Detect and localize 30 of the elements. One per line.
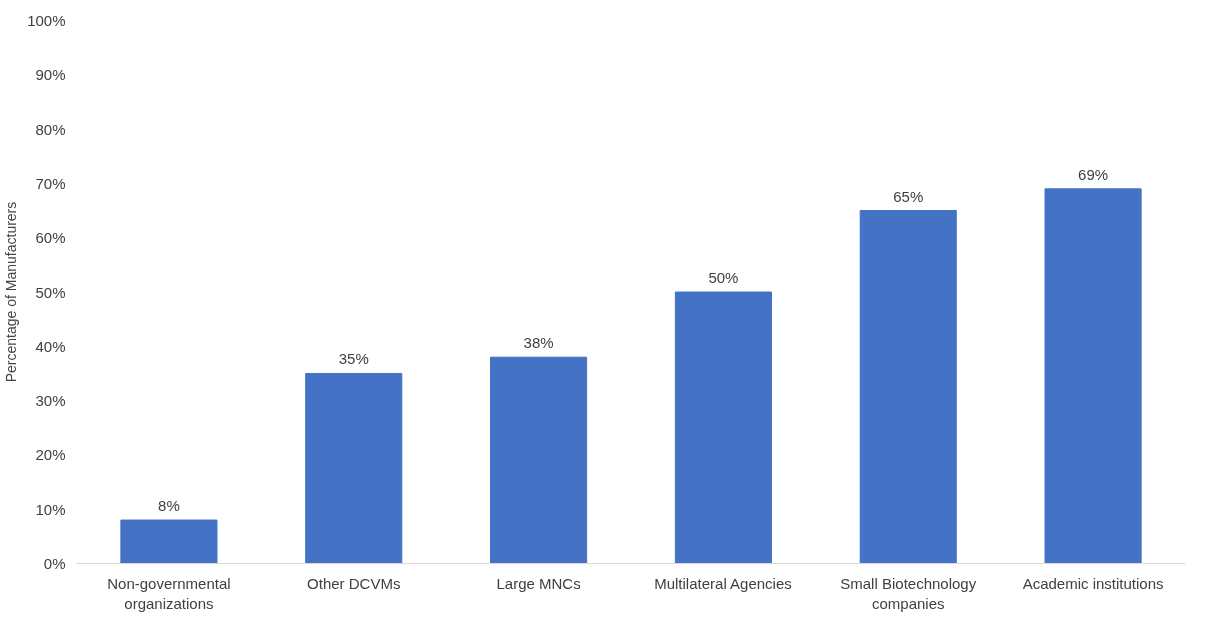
x-tick-label: Non-governmental organizations [107, 574, 231, 612]
data-label: 38% [523, 334, 554, 352]
bar [674, 291, 772, 564]
x-tick-label: Large MNCs [496, 574, 581, 592]
bar [120, 519, 218, 564]
data-label: 8% [158, 497, 180, 515]
y-tick-label: 20% [35, 446, 66, 464]
bar [1044, 188, 1142, 564]
x-tick-label: Academic institutions [1022, 574, 1164, 592]
x-tick-label: Small Biotechnology companies [840, 574, 977, 612]
y-tick-label: 100% [27, 12, 66, 29]
y-tick-label: 90% [35, 66, 66, 84]
data-label: 65% [893, 187, 924, 205]
bar [305, 372, 403, 564]
bar [859, 210, 957, 564]
y-tick-label: 60% [35, 229, 66, 247]
y-tick-label: 10% [35, 500, 66, 518]
y-tick-label: 0% [43, 555, 66, 572]
y-tick-label: 30% [35, 392, 66, 410]
y-tick-label: 50% [35, 283, 66, 301]
data-label: 35% [338, 350, 369, 368]
x-tick-label: Other DCVMs [307, 574, 401, 592]
bar [490, 356, 588, 564]
x-tick-label: Multilateral Agencies [654, 574, 792, 592]
data-label: 69% [1078, 165, 1109, 183]
y-axis-title: Percentage of Manufacturers [3, 201, 20, 383]
y-tick-label: 40% [35, 337, 66, 355]
y-tick-label: 80% [35, 120, 66, 138]
y-tick-label: 70% [35, 174, 66, 192]
data-label: 50% [708, 269, 739, 286]
